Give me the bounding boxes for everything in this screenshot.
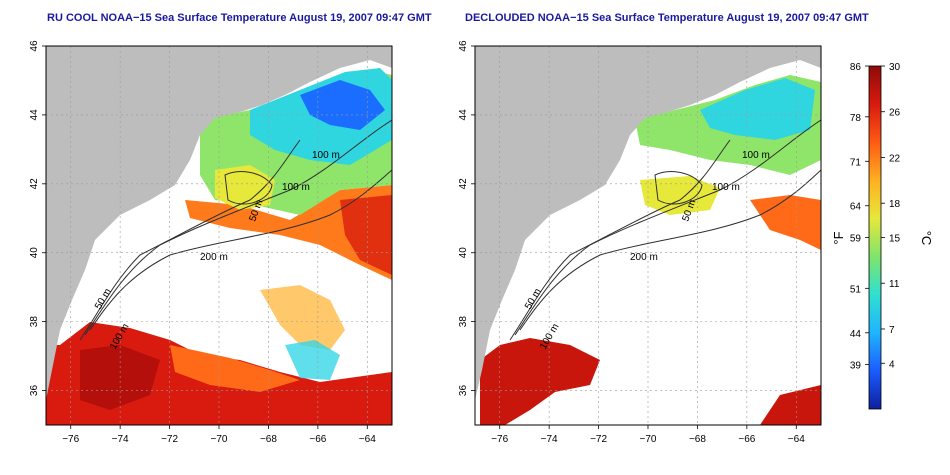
right-grid: [475, 46, 821, 425]
longitude-tick-label: −76: [62, 434, 79, 445]
left-yellow-patch: [260, 285, 345, 350]
left-nova-scotia: [330, 46, 392, 62]
right-warm-east: [760, 385, 821, 425]
longitude-tick-label: −74: [541, 434, 558, 445]
left-map-title: RU COOL NOAA−15 Sea Surface Temperature …: [47, 12, 432, 24]
celsius-tick-label: 11: [889, 279, 900, 290]
latitude-tick-label: 46: [29, 40, 40, 52]
longitude-tick-label: −74: [112, 434, 129, 445]
colorbar-unit-celsius: °C: [919, 231, 934, 246]
longitude-tick-label: −66: [309, 434, 326, 445]
right-contour-label: 100 m: [742, 150, 770, 161]
left-map-panel: 100 m 100 m 50 m 200 m 50 m 100 m 464442…: [29, 40, 393, 445]
right-contour-gb: [654, 171, 703, 205]
longitude-tick-label: −66: [738, 434, 755, 445]
longitude-tick-label: −72: [161, 434, 178, 445]
fahrenheit-tick-label: 59: [850, 234, 862, 245]
left-axes: 46 44 42 40 38 36 −76 −74 −72 −70 −68 −66 −64: [29, 40, 376, 445]
colorbar-unit-fahrenheit: °F: [831, 231, 846, 244]
left-contour-gb: [224, 171, 273, 205]
celsius-tick-label: 18: [889, 199, 901, 210]
fahrenheit-tick-label: 64: [850, 202, 862, 213]
right-shelf-warm: [750, 195, 821, 250]
fahrenheit-tick-label: 86: [850, 62, 862, 73]
left-yellow-gb: [215, 165, 275, 210]
celsius-tick-label: 4: [889, 359, 895, 370]
right-axes: 46 44 42 40 38 36 −76 −74 −72 −70 −68 −66 −64: [458, 40, 805, 445]
latitude-tick-label: 44: [458, 109, 469, 121]
left-contour-100m: [84, 119, 392, 336]
latitude-tick-label: 36: [29, 385, 40, 397]
latitude-tick-label: 42: [458, 178, 469, 190]
right-contour-label: 200 m: [630, 252, 658, 263]
colorbar-gradient: [868, 65, 882, 410]
latitude-tick-label: 40: [29, 247, 40, 259]
left-contour-label: 200 m: [200, 252, 228, 263]
right-contour-50m: [509, 139, 731, 341]
colorbar: 30 26 22 18 15 11 7 4 86 78 71 64 59 51 44 39 °F °C: [831, 62, 934, 410]
right-yellow-patch: [640, 176, 720, 215]
latitude-tick-label: 36: [458, 385, 469, 397]
right-cyan-shelf: [700, 78, 815, 140]
right-contour-label: 100 m: [712, 182, 740, 193]
fahrenheit-tick-label: 51: [850, 284, 862, 295]
left-contour-200m: [89, 169, 392, 331]
left-cyan-eddy: [285, 340, 340, 380]
longitude-tick-label: −64: [359, 434, 376, 445]
colorbar-ticks: 30 26 22 18 15 11 7 4 86 78 71 64 59 51 44 39: [850, 62, 901, 372]
longitude-tick-label: −70: [211, 434, 228, 445]
latitude-tick-label: 40: [458, 247, 469, 259]
left-land: [46, 46, 392, 400]
left-shelf-red: [340, 195, 392, 275]
latitude-tick-label: 44: [29, 109, 40, 121]
right-map-panel: 100 m 100 m 50 m 200 m 50 m 100 m 464442…: [458, 40, 822, 445]
left-contour-label: 100 m: [312, 150, 340, 161]
right-land: [475, 46, 821, 400]
right-warm-water: [480, 338, 600, 425]
celsius-tick-label: 7: [889, 325, 895, 336]
celsius-tick-label: 15: [889, 234, 901, 245]
left-contour-50m: [79, 139, 301, 341]
left-contour-label: 100 m: [282, 182, 310, 193]
longitude-tick-label: −64: [788, 434, 805, 445]
longitude-tick-label: −70: [640, 434, 657, 445]
left-blue-gulf: [300, 80, 385, 130]
fahrenheit-tick-label: 78: [850, 113, 862, 124]
latitude-tick-label: 38: [29, 316, 40, 328]
fahrenheit-tick-label: 39: [850, 361, 862, 372]
longitude-tick-label: −72: [590, 434, 607, 445]
longitude-tick-label: −68: [689, 434, 706, 445]
celsius-tick-label: 30: [889, 62, 901, 73]
left-grid: [46, 46, 392, 425]
celsius-tick-label: 26: [889, 108, 901, 119]
left-shelf-warm: [185, 185, 392, 280]
fahrenheit-tick-label: 44: [850, 329, 862, 340]
longitude-tick-label: −76: [491, 434, 508, 445]
celsius-tick-label: 22: [889, 153, 901, 164]
latitude-tick-label: 42: [29, 178, 40, 190]
right-map-title: DECLOUDED NOAA−15 Sea Surface Temperatur…: [465, 12, 869, 24]
left-orange-band: [170, 345, 300, 392]
right-contour-200m: [519, 169, 821, 331]
right-contour-100m: [514, 119, 821, 336]
latitude-tick-label: 38: [458, 316, 469, 328]
longitude-tick-label: −68: [260, 434, 277, 445]
latitude-tick-label: 46: [458, 40, 469, 52]
fahrenheit-tick-label: 71: [850, 157, 862, 168]
